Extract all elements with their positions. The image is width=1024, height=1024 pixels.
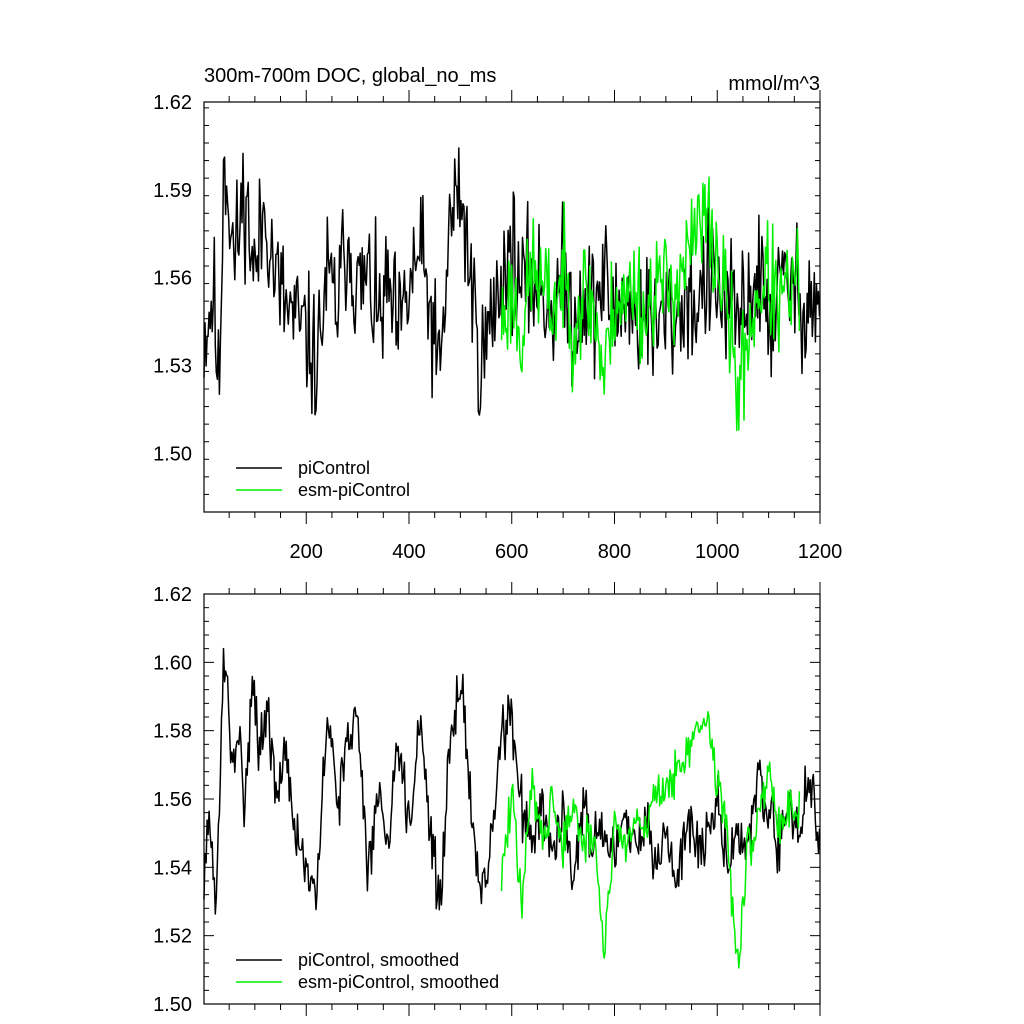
top-series-line-esm-picontrol bbox=[500, 176, 801, 432]
bottom-y-tick-label: 1.62 bbox=[153, 584, 192, 606]
bottom-panel: 1.50 1.52 1.54 1.56 1.58 1.60 1.62 piControl, … bbox=[153, 582, 821, 1016]
top-legend: piControl esm-piControl bbox=[236, 458, 410, 500]
top-legend-label-esm-picontrol: esm-piControl bbox=[298, 480, 410, 500]
top-y-tick-label: 1.56 bbox=[153, 268, 192, 290]
top-chart-units: mmol/m^3 bbox=[728, 73, 820, 95]
bottom-y-tick-label: 1.60 bbox=[153, 652, 192, 674]
bottom-y-tick-label: 1.58 bbox=[153, 721, 192, 743]
bottom-legend: piControl, smoothed esm-piControl, smoot… bbox=[236, 950, 499, 992]
bottom-y-tick-label: 1.52 bbox=[153, 926, 192, 948]
top-y-tick-label: 1.50 bbox=[153, 443, 192, 465]
bottom-plot-frame bbox=[203, 593, 821, 1005]
top-x-tick-label: 1200 bbox=[798, 541, 843, 563]
bottom-series-line-picontrol-smoothed bbox=[203, 647, 821, 915]
bottom-y-tick-label: 1.54 bbox=[153, 857, 192, 879]
bottom-series-line-esm-picontrol-smoothed bbox=[500, 711, 801, 969]
top-panel: 300m-700m DOC, global_no_ms mmol/m^3 1.5… bbox=[153, 65, 842, 563]
bottom-y-tick-label: 1.50 bbox=[153, 994, 192, 1016]
top-y-tick-label: 1.59 bbox=[153, 180, 192, 202]
bottom-legend-label-picontrol-smoothed: piControl, smoothed bbox=[298, 950, 459, 970]
bottom-plot-area: 1.50 1.52 1.54 1.56 1.58 1.60 1.62 bbox=[153, 582, 821, 1016]
top-x-tick-label: 200 bbox=[290, 541, 323, 563]
top-x-tick-label: 800 bbox=[598, 541, 631, 563]
top-y-tick-label: 1.62 bbox=[153, 92, 192, 114]
bottom-y-tick-label: 1.56 bbox=[153, 789, 192, 811]
top-x-tick-label: 1000 bbox=[695, 541, 740, 563]
bottom-legend-label-esm-picontrol-smoothed: esm-piControl, smoothed bbox=[298, 972, 499, 992]
top-y-tick-label: 1.53 bbox=[153, 356, 192, 378]
top-x-tick-label: 600 bbox=[495, 541, 528, 563]
top-plot-area: 1.50 1.53 1.56 1.59 1.62 200 400 600 800 1000 1200 bbox=[153, 90, 842, 563]
top-chart-title: 300m-700m DOC, global_no_ms bbox=[204, 65, 496, 87]
top-legend-label-picontrol: piControl bbox=[298, 458, 370, 478]
top-x-tick-label: 400 bbox=[392, 541, 425, 563]
top-plot-frame bbox=[203, 101, 821, 513]
